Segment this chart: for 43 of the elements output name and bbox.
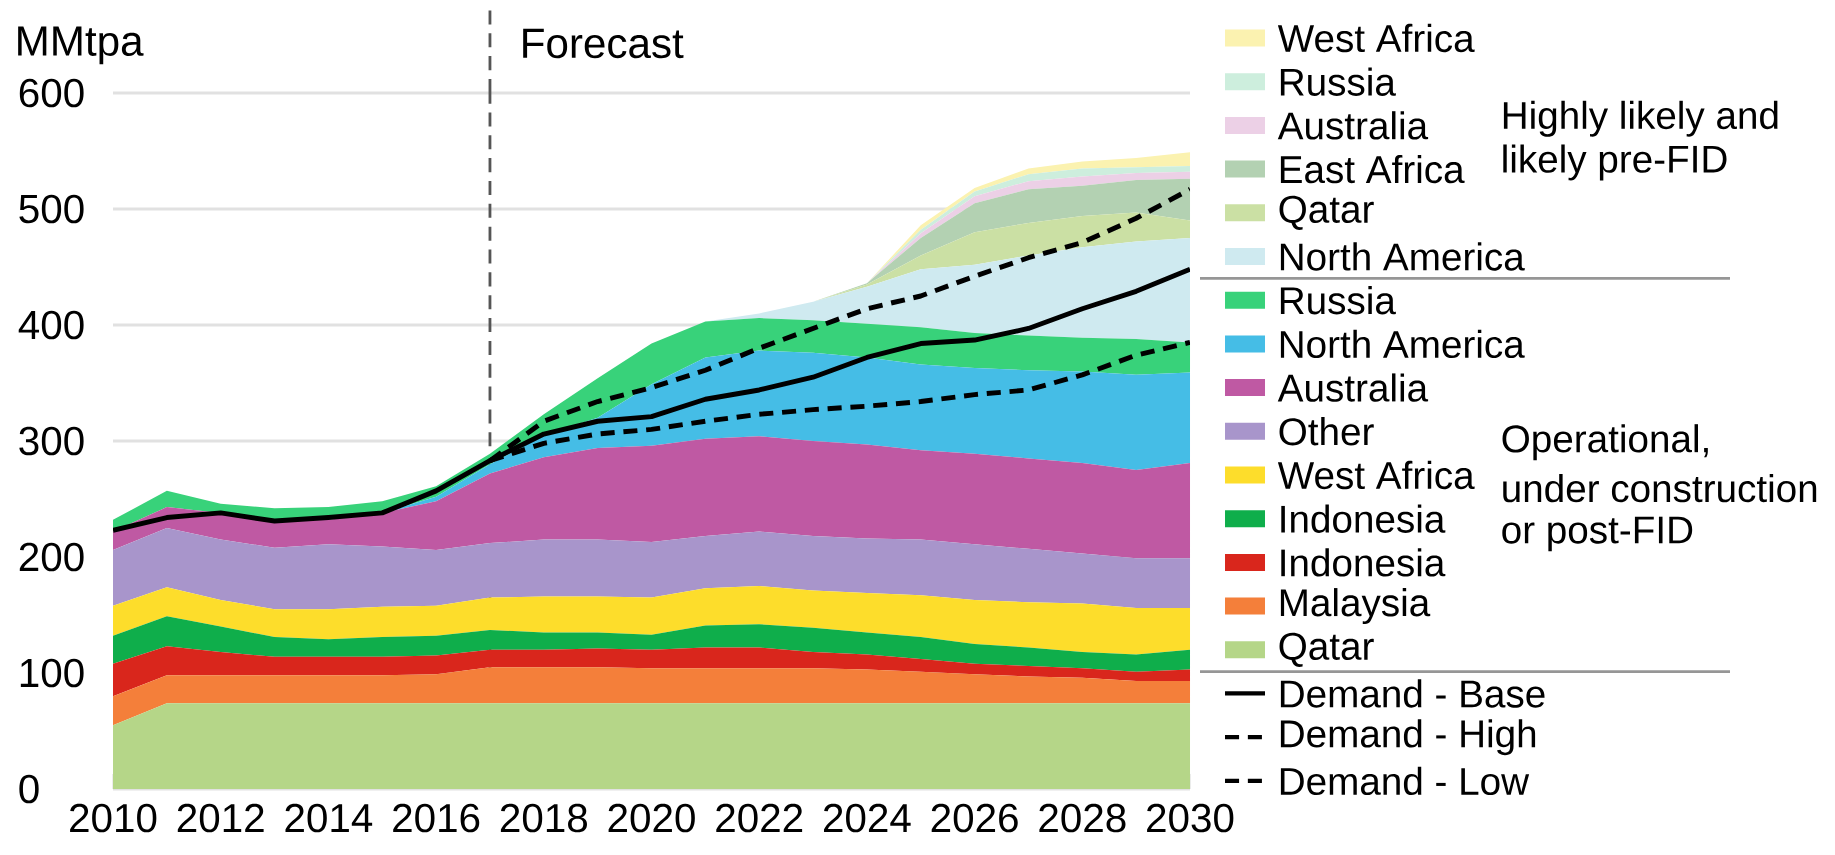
text: under construction [1503, 473, 1817, 503]
legend-label: Qatar [1279, 195, 1374, 230]
y-tick-label: 600 [19, 78, 84, 108]
legend-label: Other [1279, 417, 1374, 446]
x-tick-label: 2024 [823, 803, 911, 833]
legend-label: Malaysia [1280, 588, 1431, 625]
legend-label: Russia [1280, 67, 1396, 96]
x-tick-label: 2028 [1039, 803, 1126, 833]
x-tick-label: 2022 [716, 803, 803, 833]
legend-label: West Africa [1277, 460, 1475, 490]
y-tick-label: 400 [18, 310, 84, 340]
x-tick-label: 2030 [1147, 803, 1234, 833]
x-tick-label: 2018 [500, 803, 587, 833]
legend-label: Demand - Base [1280, 679, 1545, 708]
legend-label: Russia [1280, 286, 1396, 315]
x-tick-label: 2020 [608, 803, 695, 833]
text: likely pre-FID [1503, 144, 1727, 181]
legend-label: Australia [1277, 373, 1429, 402]
legend-label: Australia [1277, 111, 1429, 140]
legend-label: Indonesia [1281, 548, 1446, 577]
x-tick-label: 2026 [931, 803, 1018, 833]
text: Highly likely and [1503, 100, 1778, 137]
legend-label: Qatar [1279, 632, 1374, 667]
legend-label: Indonesia [1281, 504, 1446, 533]
x-tick-label: 2016 [393, 803, 480, 833]
text: Operational, [1502, 424, 1708, 461]
legend-label: Demand - Low [1280, 766, 1530, 796]
y-axis-title: MMtpa [18, 26, 144, 65]
x-tick-label: 2014 [285, 803, 373, 833]
legend-label: North America [1280, 329, 1525, 359]
y-tick-label: 0 [19, 774, 39, 804]
legend-label: East Africa [1280, 154, 1465, 184]
x-tick-label: 2012 [177, 803, 264, 833]
text: or post-FID [1502, 516, 1693, 552]
y-tick-label: 500 [19, 194, 84, 224]
legend-label: Forecast [523, 28, 684, 59]
y-tick-label: 100 [20, 658, 84, 688]
x-tick-label: 2010 [70, 803, 157, 833]
legend-label: North America [1280, 242, 1525, 271]
legend-label: West Africa [1277, 23, 1475, 53]
legend-label: Demand - High [1280, 719, 1536, 756]
y-tick-label: 200 [19, 542, 84, 572]
y-tick-label: 300 [19, 426, 84, 456]
